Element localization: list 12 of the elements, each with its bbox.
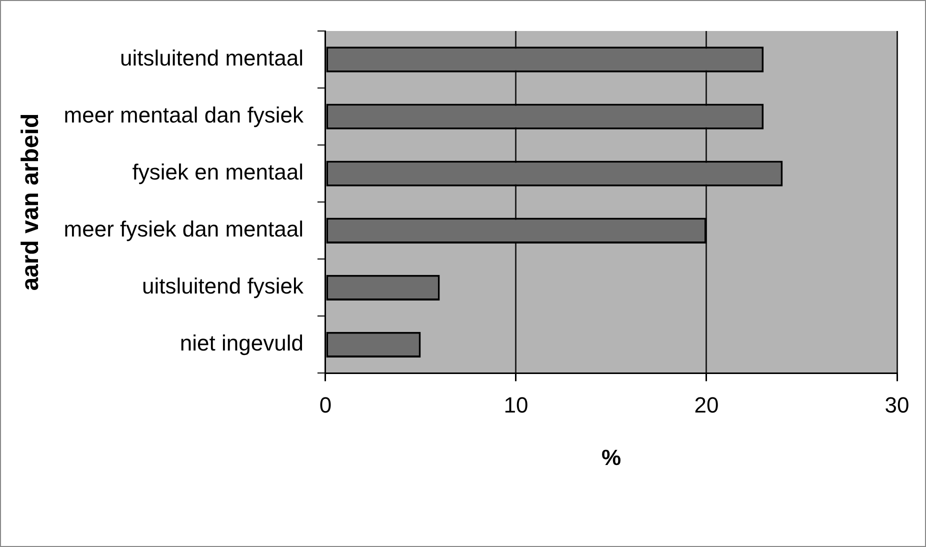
x-tick-label: 10 xyxy=(504,392,528,418)
y-tick-label: meer fysiek dan mentaal xyxy=(64,216,304,242)
y-tick-label: meer mentaal dan fysiek xyxy=(64,102,304,128)
x-tick-label: 0 xyxy=(319,392,332,418)
x-tick-label: 30 xyxy=(884,392,910,418)
y-axis-title: aard van arbeid xyxy=(17,113,44,291)
y-tick-label: uitsluitend mentaal xyxy=(120,46,304,71)
x-tick-label: 20 xyxy=(694,392,719,418)
y-tick-label: niet ingevuld xyxy=(180,330,304,356)
y-tick-label: uitsluitend fysiek xyxy=(142,274,304,299)
y-tick-label: fysiek en mentaal xyxy=(132,160,304,185)
x-axis-title: % xyxy=(601,444,622,470)
